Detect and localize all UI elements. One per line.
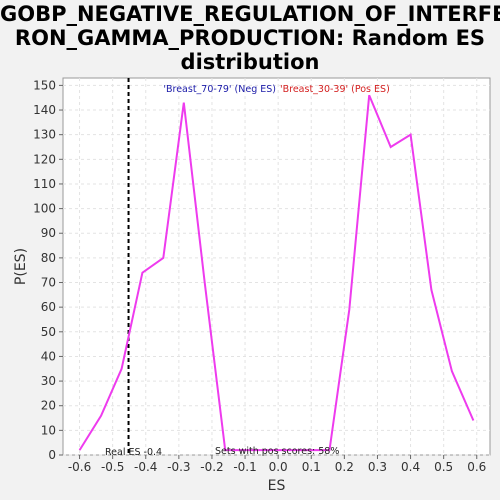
chart-title-line-1: GOBP_NEGATIVE_REGULATION_OF_INTERFE [0, 2, 500, 26]
real-es-label: Real ES -0.4 [105, 447, 162, 458]
x-tick-label: 0.2 [335, 460, 354, 474]
pos-scores-label: Sets with pos scores: 58% [215, 446, 339, 457]
x-tick-label: 0.3 [368, 460, 387, 474]
x-axis-ticks: -0.6 -0.5 -0.4 -0.3 -0.2 -0.1 0.0 0.1 0.2 0.3 0.4 0… [68, 455, 486, 474]
y-axis-ticks: 0 10 20 30 40 50 60 70 80 90 100 110 120 130 140 150 [33, 78, 63, 462]
legend-neg-label: 'Breast_70-79' (Neg ES) [163, 84, 276, 95]
y-tick-label: 120 [33, 152, 56, 166]
x-tick-label: 0.0 [269, 460, 288, 474]
y-tick-label: 90 [41, 226, 56, 240]
x-axis-title: ES [268, 478, 286, 494]
chart-title-line-3: distribution [180, 50, 320, 74]
y-tick-label: 110 [33, 177, 56, 191]
y-tick-label: 40 [41, 349, 56, 363]
y-tick-label: 140 [33, 103, 56, 117]
x-tick-label: -0.6 [68, 460, 91, 474]
y-axis-title: P(ES) [13, 248, 29, 285]
x-tick-label: -0.4 [134, 460, 157, 474]
x-tick-label: 0.4 [401, 460, 420, 474]
y-tick-label: 130 [33, 128, 56, 142]
y-tick-label: 60 [41, 300, 56, 314]
y-tick-label: 100 [33, 202, 56, 216]
y-tick-label: 0 [48, 448, 56, 462]
x-tick-label: 0.6 [467, 460, 486, 474]
y-tick-label: 50 [41, 325, 56, 339]
y-tick-label: 80 [41, 251, 56, 265]
x-tick-label: 0.1 [302, 460, 321, 474]
y-tick-label: 150 [33, 78, 56, 92]
y-tick-label: 30 [41, 374, 56, 388]
x-tick-label: 0.5 [434, 460, 453, 474]
x-tick-label: -0.5 [101, 460, 124, 474]
series-line [78, 94, 475, 452]
x-tick-label: -0.3 [167, 460, 190, 474]
x-tick-label: -0.2 [200, 460, 223, 474]
plot-area [62, 77, 491, 456]
y-tick-label: 20 [41, 399, 56, 413]
grid-lines [63, 78, 490, 456]
y-tick-label: 70 [41, 276, 56, 290]
x-tick-label: -0.1 [233, 460, 256, 474]
chart-title-line-2: RON_GAMMA_PRODUCTION: Random ES [14, 26, 486, 50]
y-tick-label: 10 [41, 423, 56, 437]
legend-pos-label: 'Breast_30-39' (Pos ES) [280, 84, 390, 95]
